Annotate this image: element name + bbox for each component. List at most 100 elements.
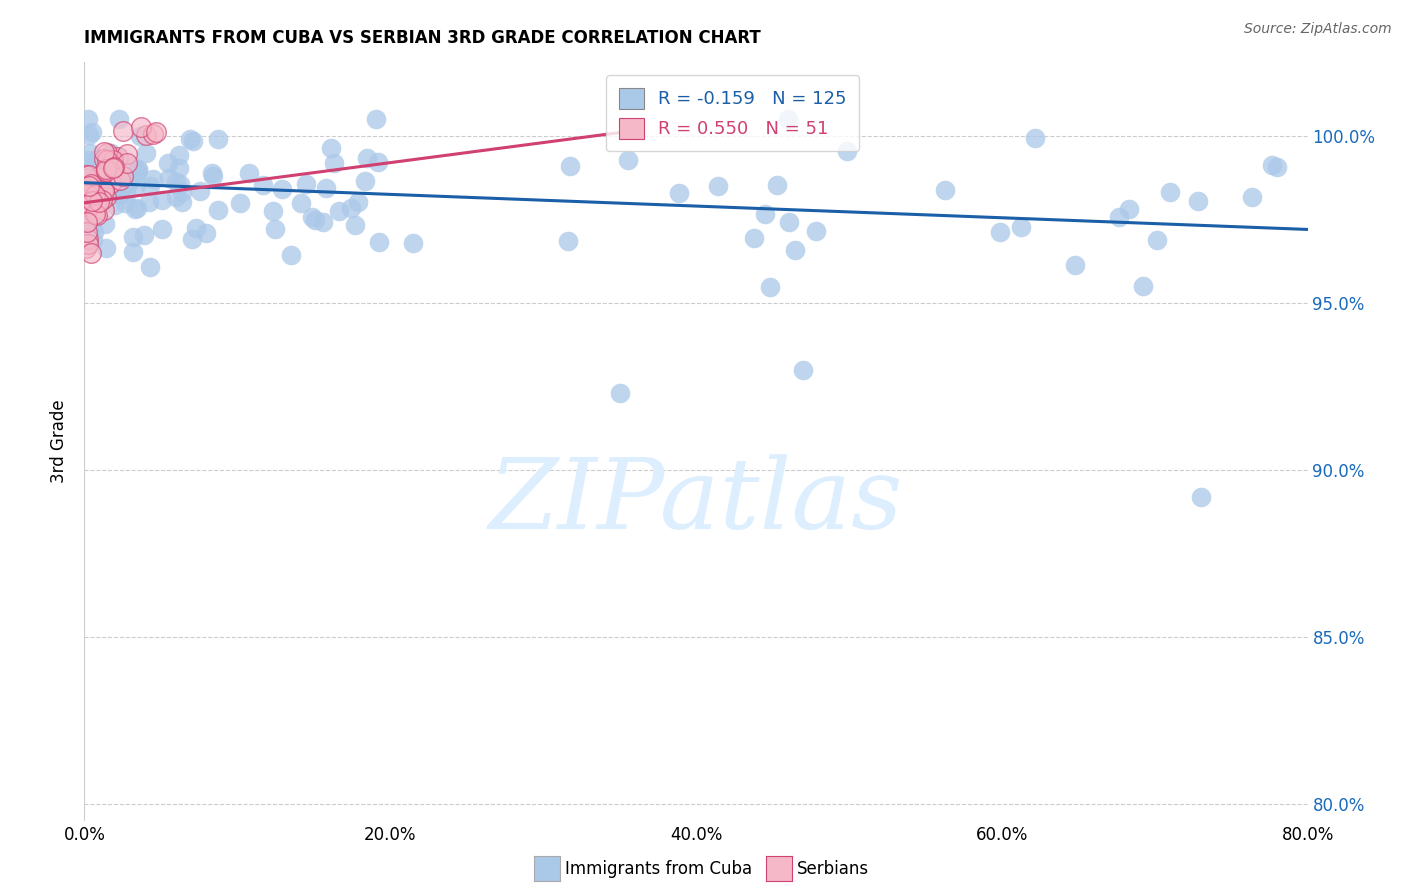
Point (94, 180, 117, 194)
Point (96, 162, 118, 177)
Point (115, 187, 138, 202)
Point (142, 128, 165, 142)
Point (82, 233, 104, 247)
Point (103, 160, 125, 174)
Point (778, 215, 800, 229)
Point (84, 188, 107, 202)
Point (1189, 490, 1212, 504)
Point (101, 161, 124, 175)
Text: ZIPatlas: ZIPatlas (489, 455, 903, 549)
Point (783, 243, 806, 257)
Point (837, 144, 859, 158)
Point (609, 386, 631, 401)
Point (80, 245, 103, 260)
Point (759, 279, 782, 293)
Point (238, 166, 260, 180)
Point (1265, 160, 1288, 174)
Point (93, 202, 115, 217)
Point (617, 153, 640, 168)
Point (76, 215, 98, 229)
Point (1118, 202, 1140, 217)
Point (84, 207, 107, 221)
Point (79, 146, 101, 161)
Point (104, 197, 127, 211)
Point (86, 208, 108, 222)
Text: IMMIGRANTS FROM CUBA VS SERBIAN 3RD GRADE CORRELATION CHART: IMMIGRANTS FROM CUBA VS SERBIAN 3RD GRAD… (84, 29, 761, 47)
Point (190, 184, 212, 198)
Point (75, 183, 97, 197)
Point (82, 171, 104, 186)
Point (77, 184, 100, 198)
Point (80, 194, 103, 209)
Point (934, 183, 956, 197)
Point (77, 232, 100, 246)
Point (114, 196, 136, 211)
Point (104, 175, 127, 189)
Point (1146, 233, 1168, 247)
Point (111, 124, 134, 138)
Point (120, 173, 142, 187)
Point (93, 145, 115, 160)
Point (121, 159, 143, 173)
Point (124, 202, 146, 217)
Point (77, 168, 100, 182)
Point (172, 195, 194, 210)
Point (103, 153, 125, 168)
Point (304, 213, 326, 227)
Point (766, 178, 789, 192)
Point (1240, 190, 1263, 204)
Point (82, 186, 104, 200)
Point (77, 178, 100, 193)
Point (1064, 258, 1087, 272)
Point (990, 225, 1012, 239)
Point (167, 148, 190, 162)
Point (77, 153, 100, 168)
Point (80, 125, 103, 139)
Point (201, 169, 224, 184)
Point (1261, 158, 1284, 172)
Point (229, 196, 252, 211)
Point (90, 194, 112, 208)
Point (184, 221, 207, 235)
Point (169, 161, 191, 176)
Point (83, 225, 105, 239)
Point (129, 129, 152, 144)
Point (170, 186, 193, 200)
Point (1187, 194, 1209, 208)
Point (139, 260, 162, 275)
Point (108, 185, 131, 199)
Point (77, 128, 100, 142)
Point (96, 153, 118, 168)
Point (354, 174, 377, 188)
Point (83, 183, 105, 197)
Point (93, 184, 115, 198)
Y-axis label: 3rd Grade: 3rd Grade (51, 400, 69, 483)
Point (156, 156, 179, 170)
Point (93, 218, 115, 232)
Point (252, 178, 274, 193)
Point (90, 168, 112, 182)
Point (76, 235, 98, 250)
Point (76, 112, 98, 127)
Text: Source: ZipAtlas.com: Source: ZipAtlas.com (1244, 22, 1392, 37)
Point (343, 218, 366, 232)
Point (169, 177, 191, 191)
Point (356, 151, 378, 165)
Point (108, 172, 131, 186)
Point (201, 166, 224, 180)
Point (181, 134, 204, 148)
Point (94, 151, 117, 165)
Point (77, 197, 100, 211)
Point (181, 232, 204, 246)
Point (301, 210, 323, 224)
Point (127, 164, 149, 178)
Point (294, 178, 316, 192)
Point (145, 125, 167, 139)
Point (368, 235, 391, 249)
Point (86, 152, 108, 166)
Point (94, 164, 117, 178)
Point (77, 236, 100, 251)
Point (107, 149, 129, 163)
Point (101, 154, 124, 169)
Point (93, 182, 115, 196)
